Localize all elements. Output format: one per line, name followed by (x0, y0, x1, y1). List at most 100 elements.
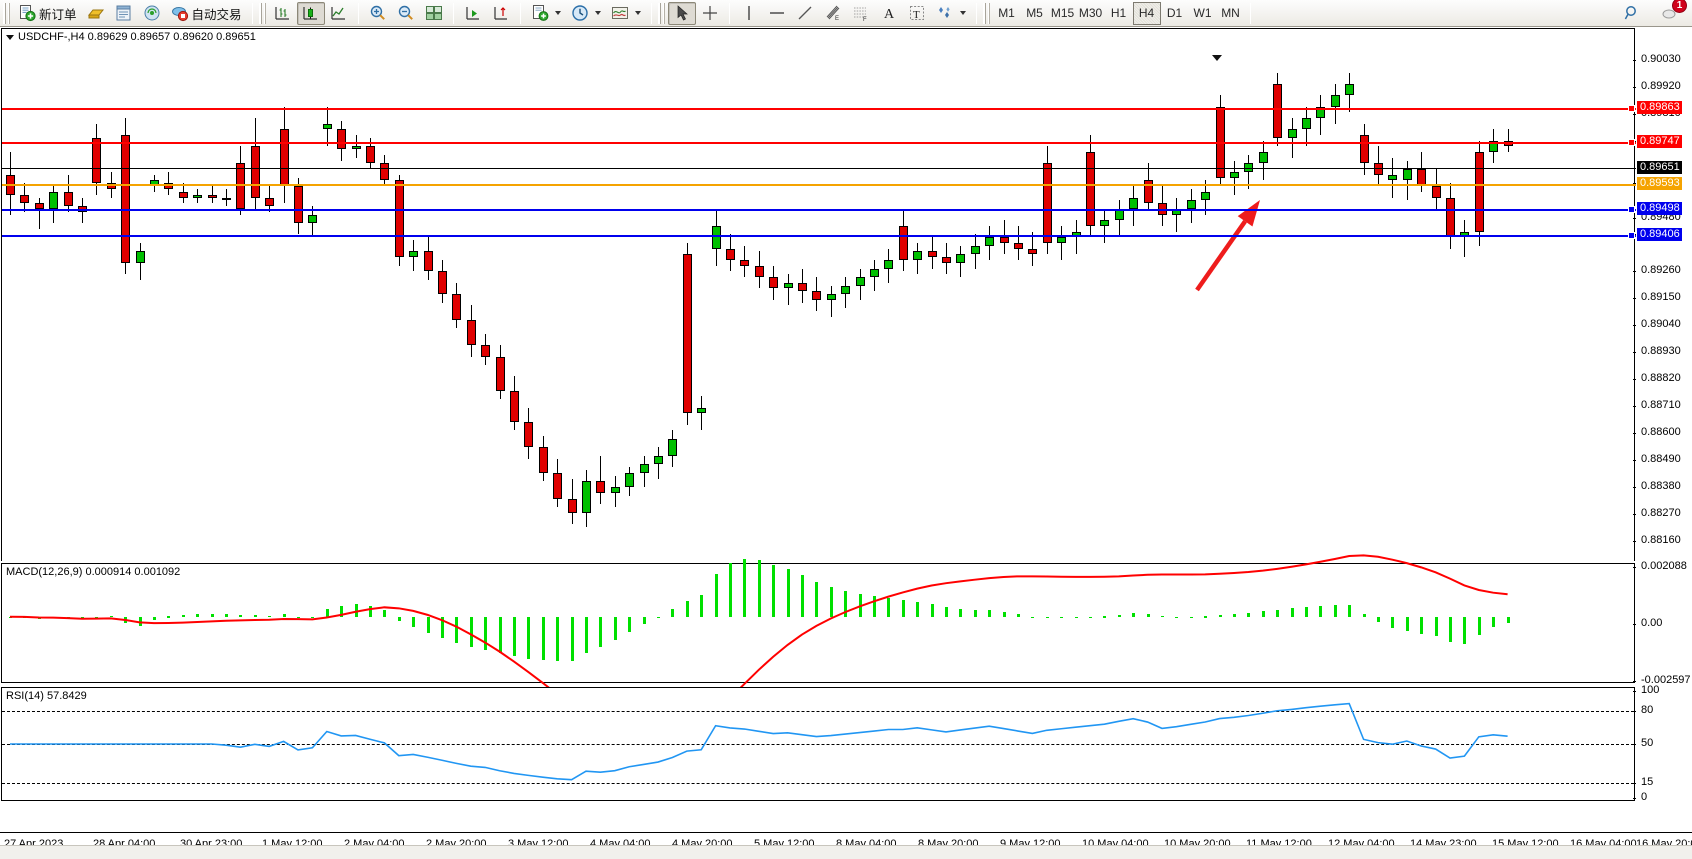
add-indicator-caret-icon[interactable] (554, 11, 561, 15)
macd-histogram-bar (973, 610, 977, 617)
red-arrow-annotation[interactable] (2, 29, 1636, 562)
trendline-button[interactable] (791, 2, 819, 25)
candlestick (610, 29, 620, 560)
timeframe-w1[interactable]: W1 (1193, 6, 1212, 20)
level-handle-resistance-lower[interactable] (1628, 139, 1635, 146)
cursor-button[interactable] (667, 1, 696, 25)
zoom-out-button[interactable] (392, 2, 420, 25)
window-tile-button[interactable] (420, 2, 448, 25)
timeframe-h4[interactable]: H4 (1132, 1, 1161, 25)
macd-histogram-bar (109, 615, 113, 617)
timeframe-m15[interactable]: M15 (1050, 6, 1075, 20)
candlestick (870, 29, 879, 560)
timeframe-m30[interactable]: M30 (1078, 6, 1103, 20)
candlestick (596, 29, 606, 560)
candlestick (682, 29, 692, 560)
shapes-button[interactable] (931, 2, 971, 25)
price-level-resistance-upper[interactable] (2, 108, 1636, 110)
toolbar-grip[interactable] (3, 2, 10, 24)
price-pane[interactable]: USDCHF-,H4 0.89629 0.89657 0.89620 0.896… (1, 28, 1636, 562)
macd-histogram-bar (1492, 616, 1496, 628)
candlestick (452, 29, 462, 560)
timeframe-m1[interactable]: M1 (998, 6, 1015, 20)
macd-histogram-bar (642, 616, 646, 625)
macd-histogram-bar (815, 581, 819, 617)
macd-histogram-bar (901, 600, 905, 617)
terminal-window-button[interactable] (110, 2, 138, 25)
drawing-grip[interactable] (657, 2, 665, 24)
search-button[interactable] (1618, 2, 1646, 25)
macd-pane[interactable]: MACD(12,26,9) 0.000914 0.001092 (1, 554, 1635, 735)
timeframe-d1[interactable]: D1 (1166, 6, 1183, 20)
crosshair-button[interactable] (696, 2, 724, 25)
candlestick (1474, 29, 1484, 560)
macd-histogram-bar (930, 604, 934, 617)
macd-histogram-bar (1377, 616, 1380, 623)
chart-collapse-caret-icon[interactable] (6, 34, 14, 40)
candlestick-chart-button[interactable] (296, 1, 325, 25)
search-icon (1624, 6, 1636, 20)
templates-button[interactable] (606, 2, 646, 25)
text-label-button[interactable]: A (875, 2, 903, 25)
templates-icon (611, 7, 628, 19)
fibonacci-button[interactable]: F (847, 2, 875, 25)
candlestick (1028, 29, 1038, 560)
period-caret-icon[interactable] (594, 11, 601, 15)
candlestick (740, 29, 750, 560)
macd-histogram-bar (369, 605, 372, 617)
macd-histogram-bar (959, 609, 963, 617)
candlestick (956, 29, 966, 560)
chart-shift-button[interactable] (487, 2, 515, 25)
add-indicator-button[interactable] (526, 2, 566, 25)
templates-caret-icon[interactable] (634, 11, 641, 15)
timeframe-mn[interactable]: MN (1221, 6, 1240, 20)
price-level-support-upper[interactable] (2, 209, 1636, 211)
equidistant-channel-button[interactable]: E (819, 2, 847, 25)
level-handle-resistance-upper[interactable] (1628, 105, 1635, 112)
timeframe-grip[interactable] (982, 2, 990, 24)
signals-button[interactable] (138, 2, 166, 25)
macd-histogram-bar (210, 613, 214, 617)
chart-type-grip[interactable] (258, 2, 266, 24)
candlestick (394, 29, 404, 560)
macd-histogram-bar (383, 609, 387, 617)
price-scale[interactable]: 0.900300.899200.898100.897000.895930.894… (1633, 28, 1692, 833)
vertical-line-button[interactable] (735, 2, 763, 25)
timeframe-h1[interactable]: H1 (1110, 6, 1127, 20)
price-level-orange-level[interactable] (2, 184, 1636, 186)
candlestick (294, 29, 303, 560)
text-box-button[interactable]: T (903, 2, 931, 25)
bar-chart-button[interactable] (269, 2, 297, 25)
shapes-caret-icon[interactable] (959, 11, 966, 15)
rsi-pane[interactable]: RSI(14) 57.8429 (1, 687, 1635, 801)
auto-trading-button[interactable]: 自动交易 (166, 2, 247, 25)
macd-histogram-bar (671, 609, 675, 617)
timeframe-m5[interactable]: M5 (1026, 6, 1043, 20)
autoscroll-button[interactable] (459, 2, 487, 25)
alerts-button[interactable]: 1 (1656, 0, 1687, 25)
price-level-support-lower[interactable] (2, 235, 1636, 237)
candlestick (826, 29, 836, 560)
zoom-in-button[interactable] (364, 2, 392, 25)
macd-histogram-bar (786, 569, 790, 617)
period-button[interactable] (566, 2, 606, 25)
macd-histogram-bar (426, 616, 430, 633)
macd-histogram-bar (225, 614, 228, 617)
candlestick (1042, 29, 1052, 560)
candlestick (207, 29, 217, 560)
gold-bar-button[interactable] (82, 2, 110, 25)
macd-histogram-bar (1333, 605, 1337, 617)
level-handle-support-upper[interactable] (1628, 206, 1635, 213)
level-handle-support-lower[interactable] (1628, 232, 1635, 239)
macd-histogram-bar (1175, 616, 1179, 619)
new-order-button[interactable]: 新订单 (13, 2, 82, 25)
horizontal-line-button[interactable] (763, 2, 791, 25)
line-chart-button[interactable] (325, 2, 353, 25)
price-level-current-price[interactable] (2, 168, 1636, 169)
price-level-resistance-lower[interactable] (2, 142, 1636, 144)
chart-area[interactable]: USDCHF-,H4 0.89629 0.89657 0.89620 0.896… (0, 27, 1692, 832)
candlestick (855, 29, 865, 560)
candlestick (1129, 29, 1139, 560)
macd-histogram-bar (988, 610, 992, 617)
macd-histogram-bar (484, 616, 488, 650)
